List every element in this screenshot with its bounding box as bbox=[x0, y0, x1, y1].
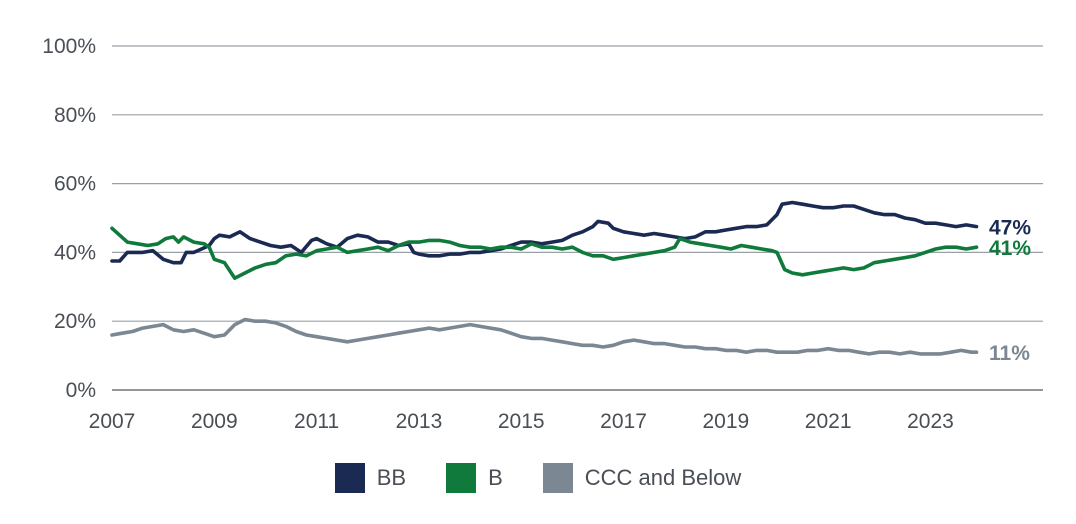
legend-swatch bbox=[446, 463, 477, 493]
end-label-ccc-and-below: 11% bbox=[989, 342, 1030, 365]
x-tick-label: 2019 bbox=[702, 410, 749, 433]
x-tick-label: 2017 bbox=[600, 410, 647, 433]
x-axis-ticks: 2007 2009 2011 2013 2015 2017 2019 2021 2023 bbox=[89, 410, 954, 433]
legend-label: BB bbox=[376, 465, 407, 490]
legend-label: B bbox=[488, 465, 503, 490]
series-line-bb bbox=[110, 200, 979, 265]
x-tick-label: 2009 bbox=[191, 410, 238, 433]
series-line-ccc-and-below bbox=[110, 317, 979, 356]
legend: BB B CCC and Below bbox=[0, 458, 1076, 498]
y-tick-label: 60% bbox=[54, 173, 96, 196]
x-tick-label: 2013 bbox=[396, 410, 443, 433]
end-labels: 47%41% 11% bbox=[989, 217, 1031, 366]
y-tick-label: 100% bbox=[42, 35, 96, 58]
x-tick-label: 2021 bbox=[805, 410, 852, 433]
series-line-b bbox=[110, 226, 979, 280]
y-tick-label: 80% bbox=[54, 104, 96, 127]
legend-item-bb: BB bbox=[334, 463, 407, 493]
y-tick-label: 40% bbox=[54, 241, 96, 264]
legend-item-b: B bbox=[446, 463, 503, 493]
y-axis-ticks: 0% 20% 40% 60% 80% 100% bbox=[42, 35, 96, 402]
legend-item-ccc-and-below: CCC and Below bbox=[542, 463, 742, 493]
x-tick-label: 2011 bbox=[294, 410, 339, 433]
x-tick-label: 2015 bbox=[498, 410, 545, 433]
y-tick-label: 20% bbox=[54, 310, 96, 333]
series-lines bbox=[110, 200, 979, 356]
end-label-bb: 47% bbox=[989, 217, 1031, 240]
legend-swatch bbox=[542, 463, 573, 493]
legend-swatch bbox=[334, 463, 365, 493]
end-label-b: 41% bbox=[989, 237, 1031, 260]
x-tick-label: 2023 bbox=[907, 410, 954, 433]
x-tick-label: 2007 bbox=[89, 410, 136, 433]
legend-label: CCC and Below bbox=[584, 465, 742, 490]
y-tick-label: 0% bbox=[66, 379, 96, 402]
